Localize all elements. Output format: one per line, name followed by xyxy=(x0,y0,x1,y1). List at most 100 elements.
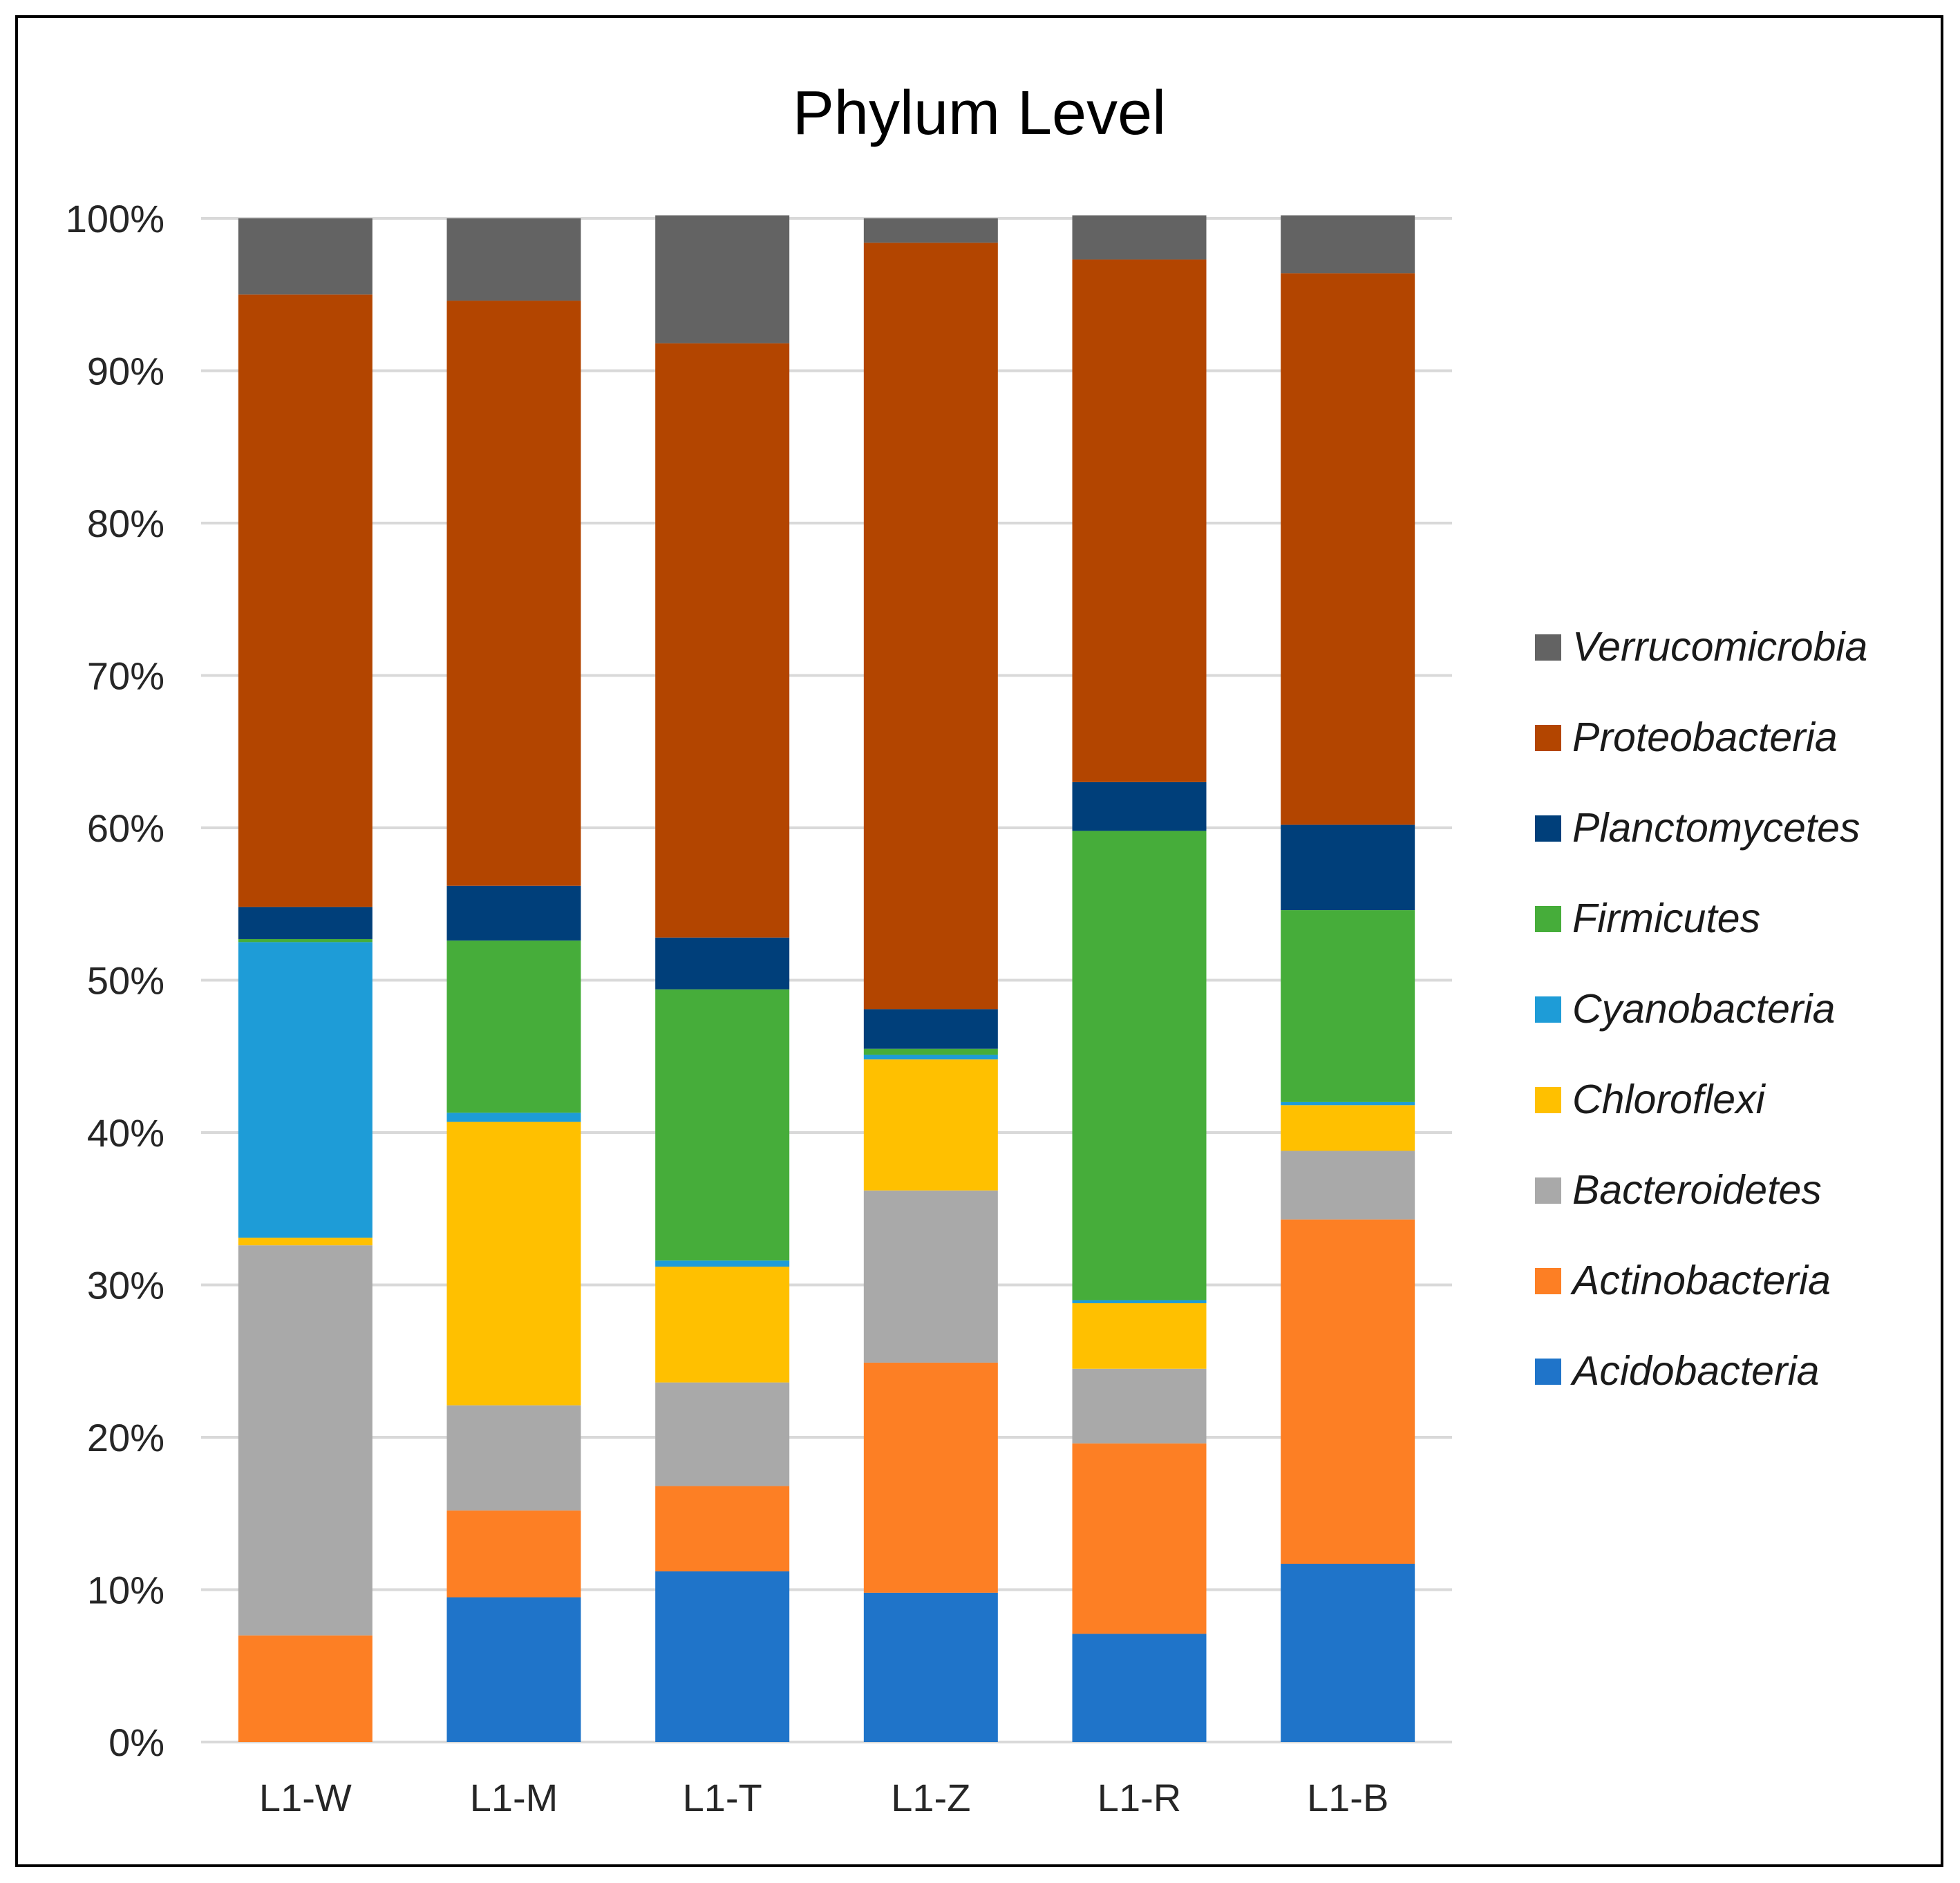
bar-segment-verrucomicrobia xyxy=(1072,215,1207,260)
legend-label: Planctomycetes xyxy=(1572,805,1860,851)
bar-segment-cyanobacteria xyxy=(1281,1101,1415,1106)
bar-stack-l1-z xyxy=(863,218,998,1742)
bar-segment-bacteroidetes xyxy=(238,1245,373,1636)
x-axis-ticks: L1-W L1-M L1-T L1-Z L1-R L1-B xyxy=(259,1776,1388,1819)
bar-segment-verrucomicrobia xyxy=(1281,215,1415,274)
y-tick-label: 0% xyxy=(109,1721,164,1764)
stacked-bar-chart: Phylum Level 0% 10% 20% 30% 40% 50% 60% 70% 80% 9… xyxy=(66,79,1868,1819)
legend-item-bacteroidetes: Bacteroidetes xyxy=(1535,1167,1822,1213)
bar-segment-planctomycetes xyxy=(1072,782,1207,831)
bar-segment-proteobacteria xyxy=(1281,273,1415,825)
x-tick-label: L1-W xyxy=(259,1776,352,1819)
bar-stack-l1-w xyxy=(238,218,373,1742)
bars xyxy=(238,215,1415,1742)
bar-segment-cyanobacteria xyxy=(655,1260,790,1267)
bar-segment-acidobacteria xyxy=(446,1597,581,1742)
bar-segment-actinobacteria xyxy=(238,1635,373,1742)
bar-segment-proteobacteria xyxy=(446,301,581,886)
bar-segment-bacteroidetes xyxy=(1072,1368,1207,1444)
bar-segment-firmicutes xyxy=(238,938,373,943)
legend: Verrucomicrobia Proteobacteria Planctomyce… xyxy=(1535,624,1867,1394)
y-tick-label: 90% xyxy=(87,350,164,393)
bar-segment-chloroflexi xyxy=(1072,1303,1207,1369)
legend-swatch xyxy=(1535,906,1561,932)
legend-item-acidobacteria: Acidobacteria xyxy=(1535,1348,1820,1394)
bar-segment-actinobacteria xyxy=(655,1486,790,1572)
legend-swatch xyxy=(1535,1359,1561,1385)
bar-segment-acidobacteria xyxy=(1281,1564,1415,1742)
y-tick-label: 30% xyxy=(87,1264,164,1307)
bar-segment-proteobacteria xyxy=(655,343,790,938)
legend-label: Cyanobacteria xyxy=(1572,986,1835,1032)
bar-segment-acidobacteria xyxy=(863,1592,998,1742)
legend-label: Verrucomicrobia xyxy=(1572,624,1867,670)
bar-segment-cyanobacteria xyxy=(1072,1300,1207,1303)
legend-item-planctomycetes: Planctomycetes xyxy=(1535,805,1860,851)
bar-segment-planctomycetes xyxy=(655,937,790,990)
bar-segment-cyanobacteria xyxy=(238,942,373,1238)
legend-label: Chloroflexi xyxy=(1572,1077,1766,1122)
bar-segment-chloroflexi xyxy=(238,1238,373,1246)
legend-item-proteobacteria: Proteobacteria xyxy=(1535,715,1838,760)
gridlines xyxy=(201,217,1452,1743)
bar-segment-verrucomicrobia xyxy=(863,218,998,243)
y-tick-label: 10% xyxy=(87,1569,164,1612)
bar-segment-firmicutes xyxy=(655,989,790,1261)
bar-segment-cyanobacteria xyxy=(863,1054,998,1060)
bar-segment-proteobacteria xyxy=(863,243,998,1010)
bar-segment-chloroflexi xyxy=(1281,1105,1415,1151)
y-tick-label: 20% xyxy=(87,1416,164,1459)
legend-item-cyanobacteria: Cyanobacteria xyxy=(1535,986,1835,1032)
y-axis-ticks: 0% 10% 20% 30% 40% 50% 60% 70% 80% 90% 100% xyxy=(66,197,164,1764)
bar-stack-l1-m xyxy=(446,218,581,1742)
bar-segment-verrucomicrobia xyxy=(238,218,373,295)
bar-segment-chloroflexi xyxy=(446,1122,581,1406)
y-tick-label: 50% xyxy=(87,959,164,1003)
chart-frame: Phylum Level 0% 10% 20% 30% 40% 50% 60% 70% 80% 9… xyxy=(15,15,1943,1867)
bar-segment-planctomycetes xyxy=(238,907,373,939)
legend-label: Acidobacteria xyxy=(1570,1348,1820,1394)
bar-segment-planctomycetes xyxy=(1281,824,1415,911)
y-tick-label: 60% xyxy=(87,806,164,850)
y-tick-label: 40% xyxy=(87,1111,164,1155)
bar-stack-l1-t xyxy=(655,215,790,1742)
legend-swatch xyxy=(1535,996,1561,1023)
bar-segment-actinobacteria xyxy=(1072,1443,1207,1634)
y-tick-label: 70% xyxy=(87,654,164,698)
chart-title: Phylum Level xyxy=(793,79,1166,148)
bar-segment-acidobacteria xyxy=(655,1571,790,1742)
bar-stack-l1-b xyxy=(1281,215,1415,1742)
bar-segment-actinobacteria xyxy=(863,1362,998,1593)
bar-stack-l1-r xyxy=(1072,215,1207,1742)
legend-label: Actinobacteria xyxy=(1570,1258,1831,1303)
bar-segment-bacteroidetes xyxy=(655,1382,790,1486)
x-tick-label: L1-B xyxy=(1307,1776,1388,1819)
bar-segment-verrucomicrobia xyxy=(446,218,581,301)
bar-segment-firmicutes xyxy=(863,1048,998,1055)
bar-segment-chloroflexi xyxy=(863,1059,998,1191)
bar-segment-verrucomicrobia xyxy=(655,215,790,343)
bar-segment-actinobacteria xyxy=(446,1510,581,1598)
bar-segment-firmicutes xyxy=(446,940,581,1113)
x-tick-label: L1-R xyxy=(1097,1776,1181,1819)
bar-segment-bacteroidetes xyxy=(1281,1151,1415,1220)
legend-swatch xyxy=(1535,1087,1561,1113)
bar-segment-actinobacteria xyxy=(1281,1219,1415,1564)
bar-segment-bacteroidetes xyxy=(863,1190,998,1363)
x-tick-label: L1-Z xyxy=(891,1776,970,1819)
bar-segment-firmicutes xyxy=(1281,910,1415,1102)
legend-swatch xyxy=(1535,634,1561,661)
legend-label: Bacteroidetes xyxy=(1572,1167,1822,1213)
legend-label: Proteobacteria xyxy=(1572,715,1838,760)
bar-segment-chloroflexi xyxy=(655,1267,790,1383)
legend-item-chloroflexi: Chloroflexi xyxy=(1535,1077,1766,1122)
legend-swatch xyxy=(1535,1268,1561,1294)
legend-swatch xyxy=(1535,725,1561,751)
bar-segment-proteobacteria xyxy=(238,294,373,907)
x-tick-label: L1-M xyxy=(470,1776,558,1819)
legend-item-firmicutes: Firmicutes xyxy=(1535,896,1760,941)
y-tick-label: 80% xyxy=(87,502,164,545)
bar-segment-bacteroidetes xyxy=(446,1405,581,1511)
bar-segment-acidobacteria xyxy=(1072,1634,1207,1742)
bar-segment-planctomycetes xyxy=(863,1009,998,1049)
